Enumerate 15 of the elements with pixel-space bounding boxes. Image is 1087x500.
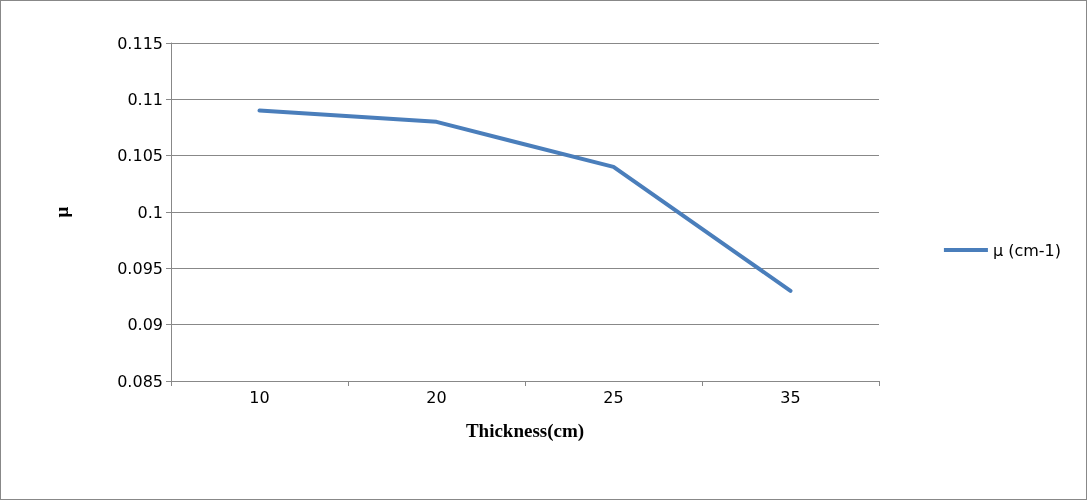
y-tick-label: 0.085 [117,371,163,391]
x-tick-label: 20 [426,387,447,407]
y-axis-title: μ [51,206,72,218]
y-tick-label: 0.105 [117,146,163,166]
legend-label: μ (cm-1) [992,240,1062,260]
y-tick-label: 0.095 [117,258,163,278]
x-axis-title: Thickness(cm) [465,420,585,442]
line-series [257,108,793,293]
x-tick-label: 35 [780,387,801,407]
x-tick-label: 10 [249,387,270,407]
y-tick-label: 0.11 [127,89,163,109]
x-tick-label: 25 [603,387,624,407]
y-tick-label: 0.115 [117,33,163,53]
y-tick-label: 0.09 [127,315,163,335]
y-tick-label: 0.1 [137,202,163,222]
